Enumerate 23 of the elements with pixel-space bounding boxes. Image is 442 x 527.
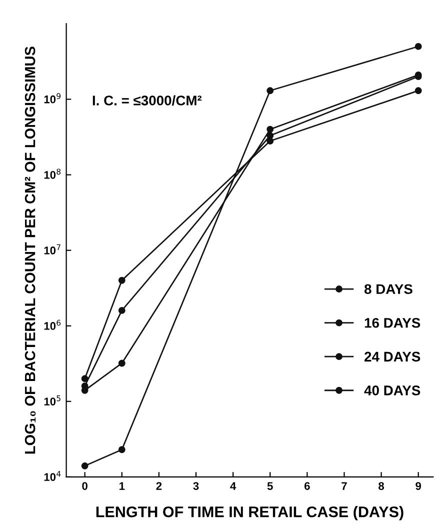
- y-tick-label: 10$^{4}$: [44, 470, 61, 481]
- x-axis-title: LENGTH OF TIME IN RETAIL CASE (DAYS): [96, 506, 404, 520]
- legend-label: 40 DAYS: [364, 386, 420, 396]
- legend-label: 8 DAYS: [364, 284, 412, 294]
- legend-label: 16 DAYS: [364, 318, 420, 328]
- y-tick-label: 10$^{5}$: [44, 395, 60, 406]
- x-tick-label: 1: [119, 482, 125, 490]
- x-tick-label: 0: [82, 482, 88, 490]
- x-tick-label: 2: [156, 482, 162, 490]
- x-tick-label: 4: [230, 482, 236, 490]
- y-tick-label: 10$^{8}$: [44, 168, 61, 179]
- y-tick-label: 10$^{6}$: [44, 320, 61, 330]
- y-tick-label: 10$^{7}$: [44, 244, 60, 254]
- x-tick-label: 8: [378, 482, 384, 490]
- annotation: I. C. = ≤3000/CM²: [92, 95, 202, 106]
- y-tick-label: 10$^{9}$: [44, 93, 61, 104]
- y-axis-title: LOG₁₀ OF BACTERIAL COUNT PER CM² OF LONGISSIMUS: [24, 46, 36, 454]
- x-tick-label: 6: [304, 482, 310, 490]
- legend-label: 24 DAYS: [364, 352, 420, 362]
- x-tick-label: 5: [267, 482, 273, 490]
- x-tick-label: 7: [342, 482, 347, 490]
- x-tick-label: 9: [416, 482, 422, 490]
- x-tick-label: 3: [193, 482, 199, 490]
